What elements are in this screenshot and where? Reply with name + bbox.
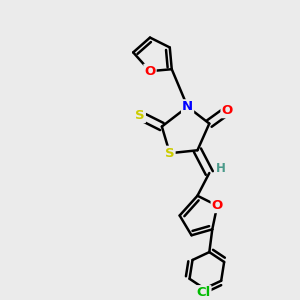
Text: O: O <box>221 104 233 117</box>
Text: S: S <box>135 109 145 122</box>
Text: N: N <box>182 100 193 113</box>
Text: Cl: Cl <box>196 286 211 299</box>
Text: O: O <box>144 65 156 78</box>
Text: S: S <box>165 147 175 160</box>
Text: H: H <box>216 162 226 175</box>
Text: O: O <box>212 199 223 212</box>
